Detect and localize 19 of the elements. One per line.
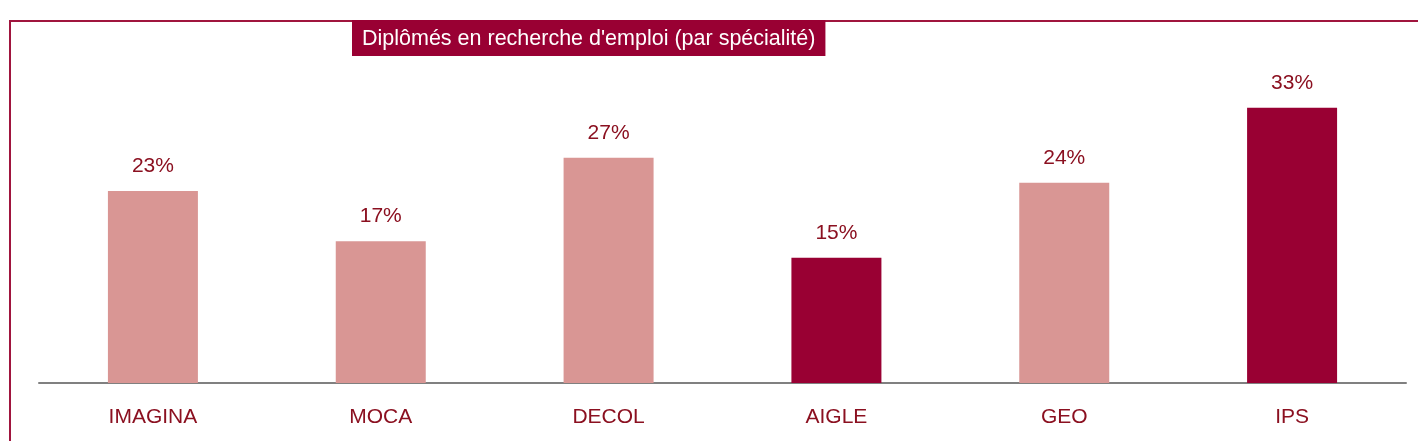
x-tick-label: AIGLE: [805, 404, 868, 427]
x-tick-label: IMAGINA: [108, 404, 198, 427]
bar: [563, 157, 654, 383]
data-label: 23%: [131, 153, 174, 177]
data-label: 24%: [1043, 144, 1086, 168]
chart-title: Diplômés en recherche d'emploi (par spécialité): [362, 26, 816, 50]
bar: [107, 191, 198, 383]
data-label: 17%: [359, 203, 402, 227]
x-tick-label: DECOL: [572, 404, 645, 427]
bar: [1247, 107, 1338, 383]
x-tick-label: MOCA: [349, 404, 413, 427]
x-tick-label: IPS: [1275, 404, 1310, 427]
bar: [335, 241, 426, 383]
data-label: 27%: [587, 119, 630, 143]
data-label: 33%: [1271, 69, 1314, 93]
x-tick-label: GEO: [1040, 404, 1088, 427]
bar: [1019, 182, 1110, 383]
data-label: 15%: [815, 219, 858, 243]
bar: [791, 257, 882, 383]
